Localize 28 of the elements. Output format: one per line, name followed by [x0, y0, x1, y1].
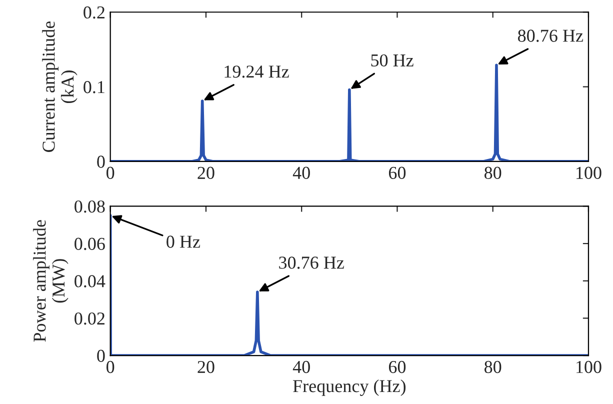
x-tick-label: 0 — [106, 360, 114, 374]
y-axis-title: Power amplitude (MW) — [33, 220, 68, 342]
y-tick-label: 0.04 — [74, 275, 106, 288]
x-tick-label: 20 — [198, 360, 214, 374]
x-tick-label: 60 — [388, 166, 406, 179]
x-tick-label: 40 — [292, 166, 310, 179]
y-tick-label: 0.08 — [74, 200, 105, 213]
x-tick-label: 100 — [576, 360, 602, 374]
annotation: 80.76 Hz — [518, 30, 584, 42]
y-tick-label: 0 — [97, 156, 105, 168]
annotation: 19.24 Hz — [224, 66, 289, 78]
y-tick-label: 0.06 — [74, 238, 105, 250]
x-tick-label: 80 — [484, 360, 502, 374]
y-tick-label: 0 — [97, 350, 105, 362]
y-tick-label: 0.2 — [84, 6, 104, 19]
y-tick-label: 0.1 — [84, 81, 104, 94]
annotation: 30.76 Hz — [279, 256, 344, 269]
x-tick-label: 100 — [576, 166, 602, 179]
x-tick-label: 40 — [292, 360, 310, 374]
annotation: 0 Hz — [166, 236, 200, 248]
x-tick-label: 0 — [106, 166, 114, 179]
x-tick-label: 80 — [484, 166, 502, 179]
y-axis-title: Current amplitude (kA) — [42, 21, 78, 152]
annotation: 50 Hz — [371, 54, 414, 66]
x-axis-title: Frequency (Hz) — [293, 380, 406, 396]
y-tick-label: 0.02 — [74, 312, 104, 325]
x-tick-label: 60 — [388, 360, 406, 374]
x-tick-label: 20 — [198, 166, 214, 179]
